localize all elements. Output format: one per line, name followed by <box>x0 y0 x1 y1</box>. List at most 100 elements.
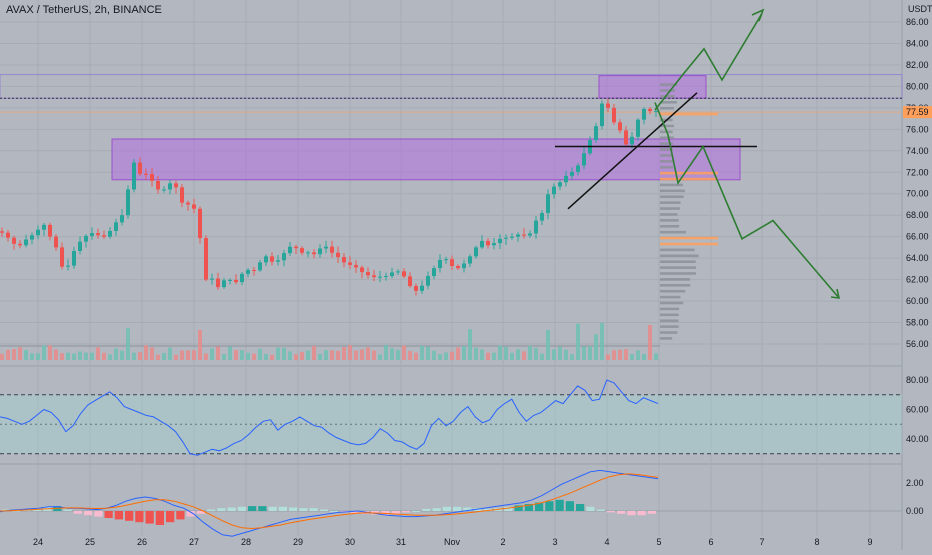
candle-body <box>564 175 568 183</box>
volume-bar <box>132 352 136 360</box>
volume-bar <box>624 349 628 360</box>
volume-bar <box>330 350 334 360</box>
candle-body <box>336 252 340 258</box>
volume-bar <box>312 345 316 360</box>
volume-bar <box>78 351 82 360</box>
profile-bar <box>660 248 695 252</box>
volume-bar <box>570 354 574 360</box>
profile-bar <box>660 207 680 210</box>
x-tick-label: 6 <box>708 537 713 547</box>
volume-bar <box>270 354 274 360</box>
last-price-label: 77.59 <box>906 107 929 117</box>
volume-bar <box>42 345 46 360</box>
volume-bar <box>492 352 496 360</box>
macd-histogram-bar <box>104 511 113 518</box>
candle-body <box>354 264 358 268</box>
macd-histogram-bar <box>545 501 554 511</box>
volume-bar <box>522 351 526 360</box>
volume-bar <box>288 351 292 360</box>
volume-bar <box>354 350 358 360</box>
macd-histogram-bar <box>637 511 646 516</box>
macd-histogram-bar <box>524 504 533 511</box>
macd-line <box>0 469 659 537</box>
profile-bar <box>660 213 678 216</box>
x-tick-label: Nov <box>444 537 461 547</box>
macd-histogram-bar <box>391 511 400 514</box>
candle-body <box>570 171 574 176</box>
candle-body <box>390 272 394 277</box>
volume-bar <box>630 354 634 360</box>
volume-bar <box>108 354 112 360</box>
volume-bar <box>204 353 208 360</box>
candle-body <box>270 256 274 262</box>
volume-bar <box>408 351 412 360</box>
macd-histogram-bar <box>647 511 656 514</box>
volume-bar <box>594 334 598 360</box>
profile-bar <box>660 278 691 281</box>
volume-bar <box>456 347 460 360</box>
candle-body <box>348 262 352 265</box>
volume-bar <box>528 345 532 360</box>
volume-bar <box>486 352 490 360</box>
candle-body <box>240 273 244 283</box>
price-tick-label: 72.00 <box>906 167 929 177</box>
chart-title: AVAX / TetherUS, 2h, BINANCE <box>6 4 162 16</box>
candle-body <box>372 275 376 278</box>
macd-histogram-bar <box>135 511 144 523</box>
volume-bar <box>162 352 166 360</box>
volume-bar <box>192 350 196 360</box>
volume-bar <box>564 349 568 360</box>
profile-bar <box>660 112 718 116</box>
candle-body <box>222 280 226 288</box>
volume-bar <box>12 349 16 360</box>
candle-body <box>30 235 34 240</box>
candle-body <box>186 202 190 205</box>
candle-body <box>174 183 178 188</box>
candle-body <box>618 122 622 131</box>
rsi-tick-label: 60.00 <box>906 405 929 415</box>
candle-body <box>378 276 382 278</box>
volume-bar <box>150 347 154 360</box>
grid <box>0 0 903 550</box>
volume-bar <box>0 353 4 360</box>
candle-body <box>258 262 262 271</box>
macd-histogram-bar <box>565 501 574 511</box>
volume-bar <box>366 347 370 360</box>
x-tick-label: 31 <box>396 537 406 547</box>
candle-body <box>210 278 214 280</box>
volume-bar <box>264 353 268 360</box>
candle-body <box>396 271 400 273</box>
volume-bar <box>606 354 610 360</box>
axes: USDT86.0084.0082.0080.0078.0076.0074.007… <box>33 4 932 547</box>
macd-histogram-bar <box>196 511 205 514</box>
profile-bar <box>660 95 675 98</box>
volume-bar <box>210 348 214 360</box>
volume-bar <box>468 329 472 360</box>
volume-bar <box>450 351 454 360</box>
macd-histogram-bar <box>473 508 482 511</box>
macd-histogram-bar <box>258 506 267 511</box>
volume-profile <box>660 83 718 340</box>
profile-bar <box>660 154 673 157</box>
candle-body <box>528 233 532 236</box>
x-tick-label: 29 <box>293 537 303 547</box>
profile-bar <box>660 230 686 234</box>
profile-bar <box>660 224 680 228</box>
bearish-arrowhead <box>830 288 841 299</box>
macd-histogram-bar <box>237 506 246 511</box>
candle-body <box>450 259 454 267</box>
candle-body <box>156 180 160 190</box>
price-tick-label: 80.00 <box>906 81 929 91</box>
macd-histogram-bar <box>155 511 164 525</box>
volume-bar <box>66 352 70 360</box>
volume-bar <box>324 350 328 360</box>
volume-bar <box>618 349 622 360</box>
profile-bar <box>660 284 691 287</box>
resistance-zone <box>598 75 707 99</box>
signal-line <box>0 473 659 530</box>
macd-histogram-bar <box>576 504 585 511</box>
bullish-arrowhead <box>751 8 765 22</box>
candle-body <box>606 103 610 108</box>
candle-body <box>102 235 106 237</box>
